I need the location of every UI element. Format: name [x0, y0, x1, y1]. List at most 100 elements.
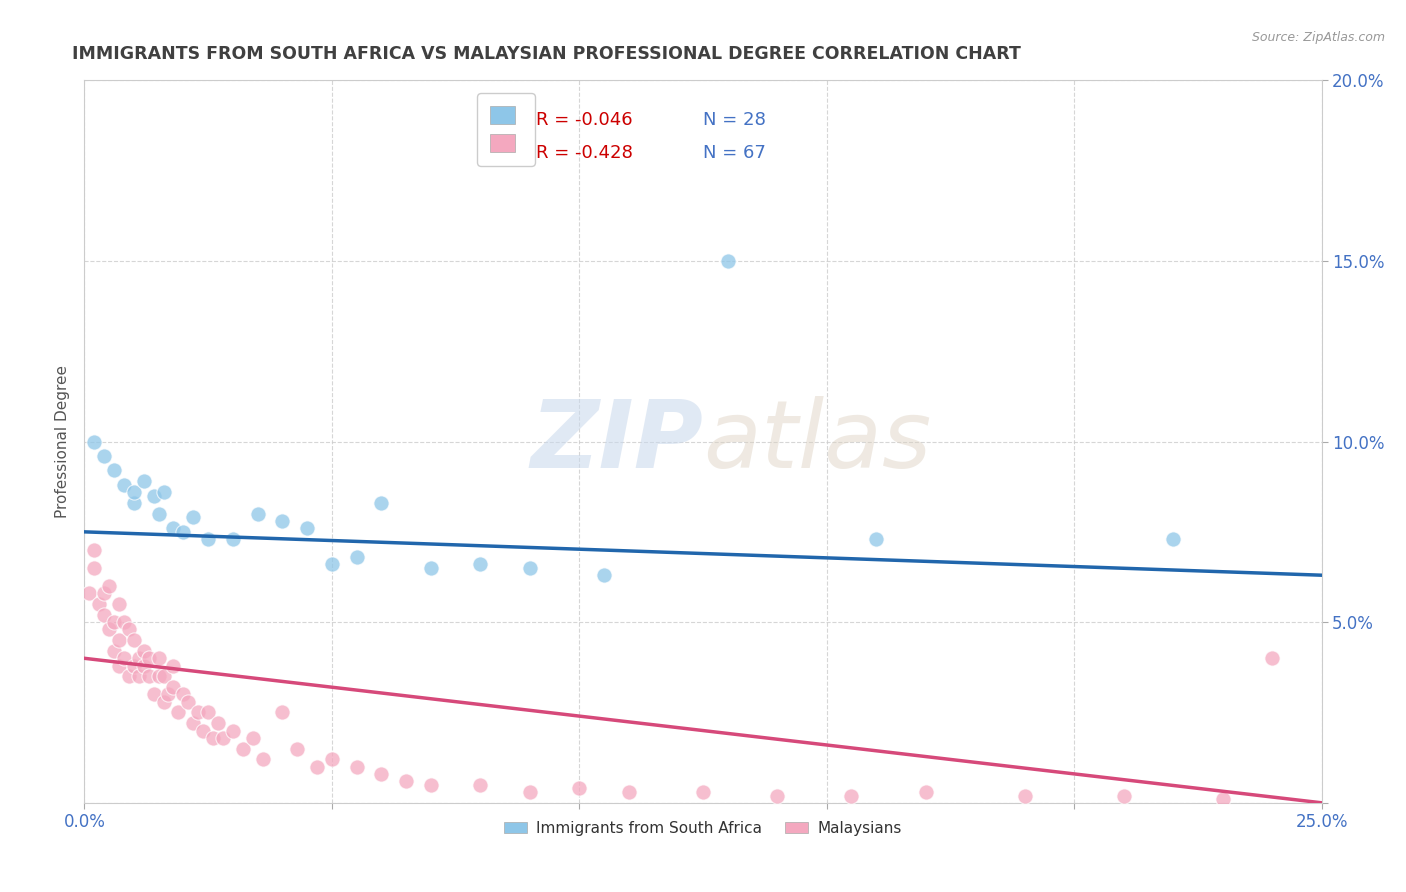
Point	[271, 514, 294, 528]
Point	[132, 475, 155, 489]
Point	[93, 607, 115, 622]
Point	[232, 741, 254, 756]
Text: Source: ZipAtlas.com: Source: ZipAtlas.com	[1251, 31, 1385, 45]
Point	[187, 706, 209, 720]
Point	[1212, 792, 1234, 806]
Point	[841, 789, 863, 803]
Point	[222, 723, 245, 738]
Point	[98, 623, 121, 637]
Point	[395, 774, 418, 789]
Point	[152, 485, 174, 500]
Point	[321, 752, 343, 766]
Point	[419, 561, 441, 575]
Point	[152, 695, 174, 709]
Point	[295, 521, 318, 535]
Point	[519, 561, 541, 575]
Point	[118, 669, 141, 683]
Point	[122, 658, 145, 673]
Point	[167, 706, 190, 720]
Point	[271, 706, 294, 720]
Point	[89, 597, 111, 611]
Point	[122, 633, 145, 648]
Point	[138, 651, 160, 665]
Point	[419, 778, 441, 792]
Point	[128, 669, 150, 683]
Point	[142, 489, 165, 503]
Point	[197, 532, 219, 546]
Point	[202, 731, 225, 745]
Point	[83, 542, 105, 557]
Point	[148, 507, 170, 521]
Point	[222, 532, 245, 546]
Point	[1112, 789, 1135, 803]
Point	[617, 785, 640, 799]
Point	[1161, 532, 1184, 546]
Point	[148, 669, 170, 683]
Point	[172, 524, 194, 539]
Point	[103, 644, 125, 658]
Point	[112, 615, 135, 630]
Point	[568, 781, 591, 796]
Point	[112, 651, 135, 665]
Legend: Immigrants from South Africa, Malaysians: Immigrants from South Africa, Malaysians	[498, 815, 908, 842]
Point	[519, 785, 541, 799]
Point	[346, 760, 368, 774]
Point	[197, 706, 219, 720]
Point	[112, 478, 135, 492]
Text: N = 67: N = 67	[703, 144, 766, 161]
Point	[321, 558, 343, 572]
Point	[914, 785, 936, 799]
Point	[470, 558, 492, 572]
Point	[162, 658, 184, 673]
Point	[108, 597, 131, 611]
Point	[177, 695, 200, 709]
Point	[132, 658, 155, 673]
Text: atlas: atlas	[703, 396, 931, 487]
Point	[1014, 789, 1036, 803]
Point	[865, 532, 887, 546]
Point	[132, 644, 155, 658]
Point	[252, 752, 274, 766]
Point	[242, 731, 264, 745]
Point	[692, 785, 714, 799]
Point	[246, 507, 269, 521]
Point	[93, 586, 115, 600]
Text: R = -0.428: R = -0.428	[536, 144, 633, 161]
Point	[108, 658, 131, 673]
Point	[79, 586, 101, 600]
Point	[181, 510, 204, 524]
Y-axis label: Professional Degree: Professional Degree	[55, 365, 70, 518]
Point	[93, 449, 115, 463]
Point	[122, 485, 145, 500]
Point	[138, 669, 160, 683]
Point	[118, 623, 141, 637]
Point	[148, 651, 170, 665]
Point	[181, 716, 204, 731]
Text: ZIP: ZIP	[530, 395, 703, 488]
Text: IMMIGRANTS FROM SOUTH AFRICA VS MALAYSIAN PROFESSIONAL DEGREE CORRELATION CHART: IMMIGRANTS FROM SOUTH AFRICA VS MALAYSIA…	[72, 45, 1021, 63]
Point	[83, 561, 105, 575]
Point	[157, 687, 180, 701]
Point	[470, 778, 492, 792]
Point	[152, 669, 174, 683]
Point	[717, 254, 740, 268]
Point	[766, 789, 789, 803]
Point	[162, 521, 184, 535]
Point	[103, 615, 125, 630]
Point	[305, 760, 328, 774]
Point	[172, 687, 194, 701]
Point	[103, 463, 125, 477]
Point	[593, 568, 616, 582]
Text: R = -0.046: R = -0.046	[536, 111, 633, 129]
Point	[212, 731, 235, 745]
Point	[83, 434, 105, 449]
Point	[191, 723, 214, 738]
Point	[128, 651, 150, 665]
Point	[142, 687, 165, 701]
Point	[370, 767, 392, 781]
Point	[1261, 651, 1284, 665]
Point	[207, 716, 229, 731]
Point	[370, 496, 392, 510]
Point	[108, 633, 131, 648]
Point	[162, 680, 184, 694]
